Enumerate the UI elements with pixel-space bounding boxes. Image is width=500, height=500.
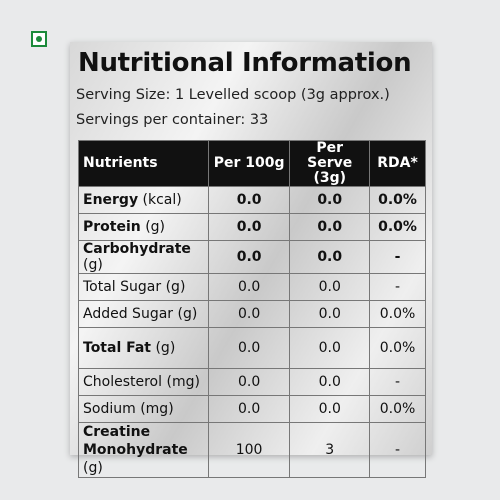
serving-size: Serving Size: 1 Levelled scoop (3g appro… — [76, 87, 390, 103]
header-cell: RDA* — [369, 140, 426, 187]
value-cell: 0.0 — [289, 395, 371, 423]
nutrient-cell: Total Fat (g) — [78, 327, 209, 369]
value-cell: 3 — [289, 422, 371, 478]
value-cell: 100 — [207, 422, 291, 478]
value-cell: 0.0 — [289, 300, 371, 328]
nutrient-cell: Protein (g) — [78, 213, 209, 241]
value-cell: - — [369, 240, 426, 274]
value-cell: 0.0% — [369, 213, 426, 241]
value-cell: 0.0% — [369, 327, 426, 369]
servings: Servings per container: 33 — [76, 112, 269, 128]
value-cell: 0.0 — [289, 213, 371, 241]
value-cell: 0.0 — [207, 395, 291, 423]
table-row: Energy (kcal) 0.0 0.0 0.0% — [78, 186, 426, 214]
table-body: Energy (kcal) 0.0 0.0 0.0% Protein (g) 0.0 0.0… — [78, 186, 426, 478]
value-cell: 0.0 — [289, 240, 371, 274]
value-cell: 0.0% — [369, 395, 426, 423]
header-cell: Nutrients — [78, 140, 209, 187]
value-cell: 0.0 — [289, 368, 371, 396]
value-cell: 0.0 — [289, 327, 371, 369]
nutrient-name: Total Fat — [83, 340, 152, 356]
header-row: Nutrients Per 100g Per Serve (3g) RDA* — [78, 140, 426, 187]
title: Nutritional Information — [78, 48, 412, 78]
nutrient-name: Added Sugar — [83, 306, 174, 322]
table-row: Creatine Monohydrate (g) 100 3- — [78, 422, 426, 478]
table-row: Sodium (mg) 0.0 0.0 0.0% — [78, 395, 426, 423]
table-row: Total Fat (g) 0.0 0.0 0.0% — [78, 327, 426, 369]
nutrient-name: Protein — [83, 219, 141, 235]
nutrient-cell: Added Sugar (g) — [78, 300, 209, 328]
value-cell: 0.0 — [207, 300, 291, 328]
nutrient-unit: (g) — [165, 279, 186, 295]
table-row: Cholesterol (mg) 0.0 0.0- — [78, 368, 426, 396]
nutrient-unit: (g) — [177, 306, 198, 322]
nutrient-cell: Carbohydrate (g) — [78, 240, 209, 274]
value-cell: 0.0 — [207, 186, 291, 214]
value-cell: - — [369, 273, 426, 301]
nutrient-unit: (g) — [83, 460, 103, 476]
nutrient-unit: (g) — [145, 219, 166, 235]
veg-icon — [31, 31, 47, 47]
nutrition-table: Nutrients Per 100g Per Serve (3g) RDA* Ener… — [78, 140, 426, 478]
value-cell: 0.0 — [289, 186, 371, 214]
nutrient-unit: (kcal) — [142, 192, 182, 208]
value-cell: 0.0% — [369, 186, 426, 214]
value-cell: 0.0 — [207, 368, 291, 396]
value-cell: 0.0 — [207, 327, 291, 369]
nutrient-cell: Sodium (mg) — [78, 395, 209, 423]
nutrient-unit: (mg) — [140, 401, 174, 417]
nutrient-name: Creatine Monohydrate — [83, 424, 188, 458]
nutrient-unit: (g) — [155, 340, 176, 356]
nutrient-name: Cholesterol — [83, 374, 163, 390]
nutrient-cell: Cholesterol (mg) — [78, 368, 209, 396]
table-row: Added Sugar (g) 0.0 0.0 0.0% — [78, 300, 426, 328]
table-row: Carbohydrate (g) 0.0 0.0- — [78, 240, 426, 274]
value-cell: - — [369, 422, 426, 478]
nutrient-cell: Creatine Monohydrate (g) — [78, 422, 209, 478]
nutrient-cell: Total Sugar (g) — [78, 273, 209, 301]
value-cell: - — [369, 368, 426, 396]
nutrient-name: Total Sugar — [83, 279, 162, 295]
label-panel: Nutritional Information Serving Size: 1 … — [70, 42, 432, 478]
table-row: Protein (g) 0.0 0.0 0.0% — [78, 213, 426, 241]
value-cell: 0.0 — [207, 273, 291, 301]
value-cell: 0.0 — [207, 240, 291, 274]
nutrient-name: Energy — [83, 192, 139, 208]
nutrient-unit: (g) — [83, 257, 103, 273]
nutrient-name: Sodium — [83, 401, 136, 417]
value-cell: 0.0% — [369, 300, 426, 328]
nutrient-name: Carbohydrate — [83, 241, 191, 257]
header-cell: Per Serve (3g) — [289, 140, 371, 187]
value-cell: 0.0 — [207, 213, 291, 241]
value-cell: 0.0 — [289, 273, 371, 301]
table-row: Total Sugar (g) 0.0 0.0- — [78, 273, 426, 301]
nutrient-cell: Energy (kcal) — [78, 186, 209, 214]
nutrient-unit: (mg) — [166, 374, 200, 390]
header-cell: Per 100g — [207, 140, 291, 187]
